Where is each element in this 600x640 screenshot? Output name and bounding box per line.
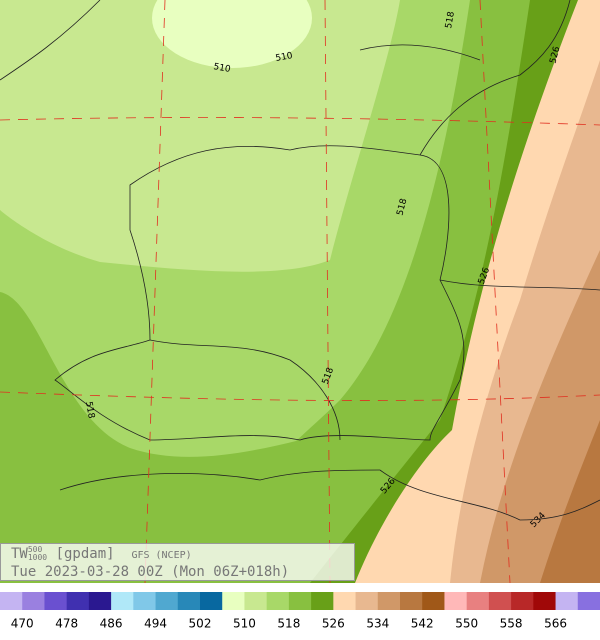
legend-swatch xyxy=(44,592,68,610)
legend-swatch xyxy=(88,592,112,610)
legend-swatch xyxy=(488,592,512,610)
legend-label: 550 xyxy=(455,617,478,631)
contour-label: 526 xyxy=(548,45,562,64)
band xyxy=(152,0,312,68)
legend-swatch xyxy=(244,592,268,610)
legend-label: 534 xyxy=(366,617,389,631)
legend-swatch xyxy=(222,592,245,610)
legend-swatch xyxy=(400,592,423,610)
borders xyxy=(0,0,600,521)
upper-level: 500 xyxy=(27,545,43,554)
legend-label: 502 xyxy=(189,617,212,631)
legend-swatch xyxy=(22,592,45,610)
legend-swatch xyxy=(333,592,357,610)
legend-label: 510 xyxy=(233,617,256,631)
legend-swatch xyxy=(66,592,90,610)
legend-swatch xyxy=(133,592,157,610)
legend-swatch xyxy=(577,592,600,610)
legend-label: 558 xyxy=(500,617,523,631)
valid-time: Tue 2023-03-28 00Z (Mon 06Z+018h) xyxy=(11,564,290,580)
legend-label: 526 xyxy=(322,617,345,631)
contour-label: 510 xyxy=(213,62,232,75)
contour-label: 510 xyxy=(275,51,294,64)
lower-level: 1000 xyxy=(27,553,48,562)
legend-label: 518 xyxy=(277,617,300,631)
contour-label: 518 xyxy=(395,197,409,216)
contour-label: 518 xyxy=(83,401,96,420)
legend-swatch xyxy=(288,592,312,610)
unit: [gpdam] xyxy=(55,546,115,562)
legend-swatch xyxy=(555,592,579,610)
legend-swatch xyxy=(111,592,134,610)
legend-swatch xyxy=(444,592,468,610)
legend-swatch xyxy=(422,592,445,610)
legend-swatch xyxy=(511,592,534,610)
quantity: TW xyxy=(11,546,28,562)
legend-swatch xyxy=(311,592,334,610)
band xyxy=(540,420,600,583)
caption: TW 500 1000 [gpdam] GFS (NCEP) Tue 2023-03… xyxy=(0,543,355,581)
model: GFS (NCEP) xyxy=(131,550,192,561)
legend-swatch xyxy=(200,592,223,610)
legend-swatch xyxy=(355,592,379,610)
legend-label: 566 xyxy=(544,617,567,631)
legend-label: 542 xyxy=(411,617,434,631)
graticule xyxy=(0,0,600,584)
band xyxy=(0,292,300,583)
legend-swatch xyxy=(177,592,201,610)
legend-swatch xyxy=(266,592,290,610)
legend-swatch xyxy=(533,592,557,610)
legend-label: 470 xyxy=(11,617,34,631)
legend-swatch xyxy=(0,592,23,610)
legend-label: 494 xyxy=(144,617,167,631)
legend-swatch xyxy=(377,592,401,610)
legend-swatch xyxy=(155,592,179,610)
legend-swatch xyxy=(466,592,490,610)
contour-label: 518 xyxy=(444,10,457,29)
band xyxy=(0,0,400,272)
legend-label: 486 xyxy=(100,617,123,631)
legend-label: 478 xyxy=(55,617,78,631)
